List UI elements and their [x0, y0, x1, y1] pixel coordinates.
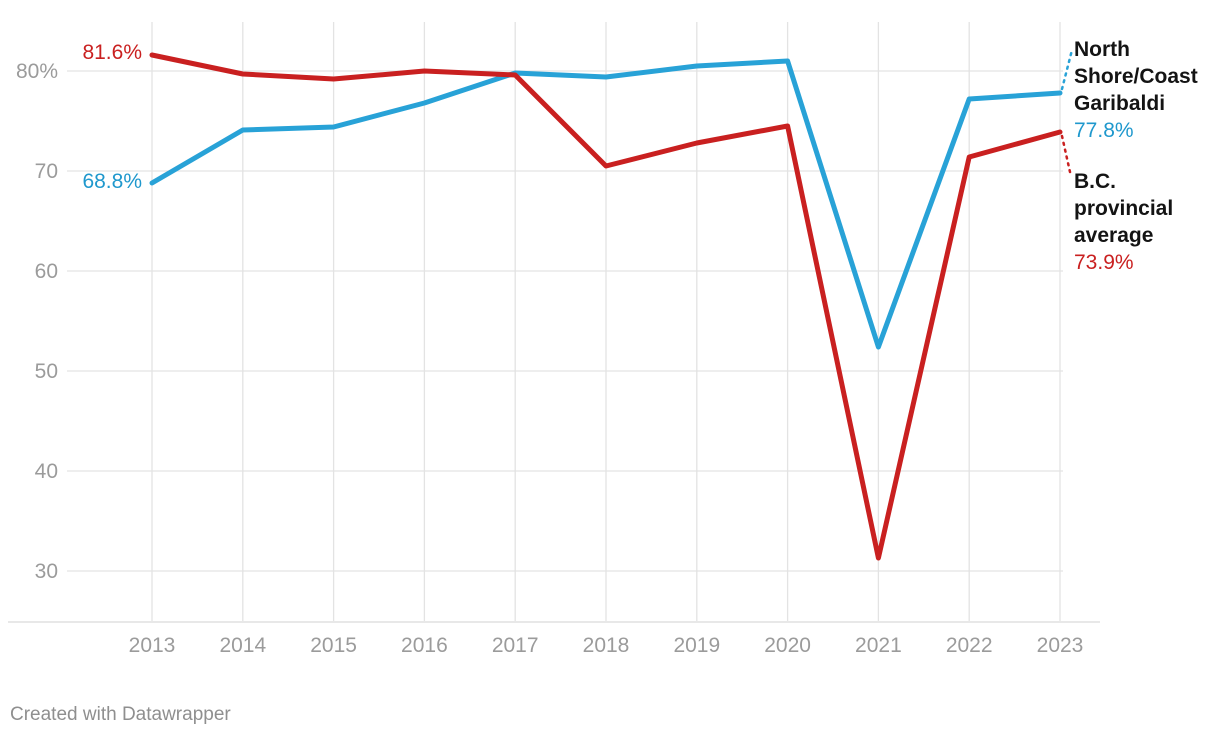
- x-axis-label-2022: 2022: [946, 634, 993, 657]
- x-axis-label-2014: 2014: [219, 634, 266, 657]
- y-axis-tick-30: 30: [35, 560, 58, 583]
- legend-connector-b-c-provincial-average: [1060, 134, 1072, 174]
- legend-value-bc-average: 73.9%: [1074, 251, 1134, 274]
- datawrapper-credit: Created with Datawrapper: [10, 704, 231, 725]
- red-series-start-value-label: 81.6%: [82, 41, 142, 64]
- y-axis-tick-80: 80%: [16, 60, 58, 83]
- blue-series-start-value-label: 68.8%: [82, 170, 142, 193]
- series-line-north-shore-coast-garibaldi: [149, 58, 1063, 350]
- x-axis-label-2015: 2015: [310, 634, 357, 657]
- legend-connector-north-shore-coast-garibaldi: [1060, 48, 1074, 91]
- legend-entry-north-shore: North Shore/Coast Garibaldi 77.8%: [1074, 36, 1220, 144]
- x-axis-label-2017: 2017: [492, 634, 539, 657]
- y-axis-tick-60: 60: [35, 260, 58, 283]
- y-axis-tick-40: 40: [35, 460, 58, 483]
- x-axis-label-2019: 2019: [673, 634, 720, 657]
- x-axis-label-2013: 2013: [129, 634, 176, 657]
- line-chart: 80% 70 60 50 40 30 2013 2014 2015 2016 2017 2018 201…: [8, 22, 1100, 657]
- series-line-b-c-provincial-average: [149, 52, 1063, 561]
- x-axis-label-2023: 2023: [1037, 634, 1084, 657]
- legend-name-bc-average: B.C. provincial average: [1074, 170, 1174, 247]
- series-legend: North Shore/Coast Garibaldi 77.8% B.C. p…: [1074, 36, 1220, 300]
- x-axis-label-2018: 2018: [583, 634, 630, 657]
- y-axis-tick-70: 70: [35, 160, 58, 183]
- legend-value-north-shore: 77.8%: [1074, 119, 1134, 142]
- y-axis-tick-50: 50: [35, 360, 58, 383]
- x-axis-label-2021: 2021: [855, 634, 902, 657]
- x-axis-label-2020: 2020: [764, 634, 811, 657]
- legend-entry-bc-average: B.C. provincial average 73.9%: [1074, 168, 1220, 276]
- x-axis-label-2016: 2016: [401, 634, 448, 657]
- legend-name-north-shore: North Shore/Coast Garibaldi: [1074, 38, 1198, 115]
